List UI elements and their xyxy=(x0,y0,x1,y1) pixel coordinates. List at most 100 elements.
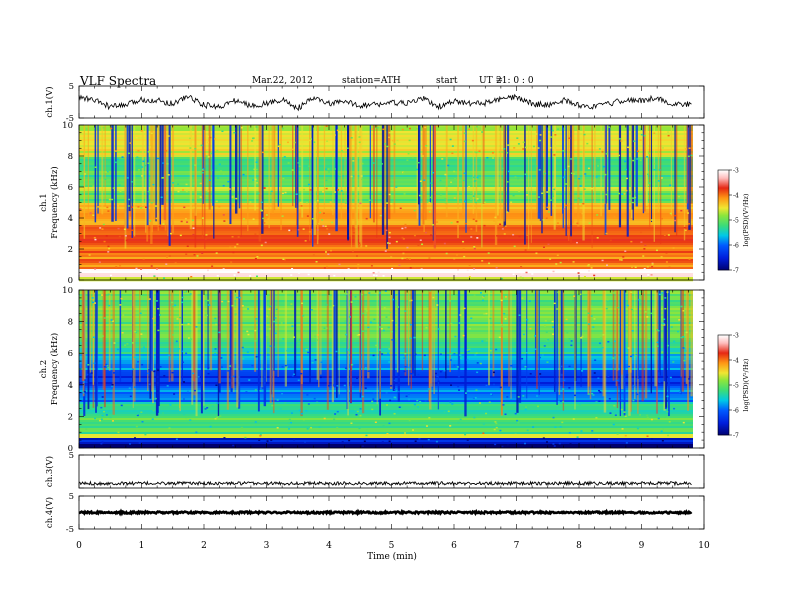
ch1-sferic xyxy=(465,125,467,233)
ch2-speckle xyxy=(314,359,317,361)
ch2-speckle xyxy=(356,334,359,336)
ch2-speckle xyxy=(288,418,291,421)
ch1-speckle xyxy=(222,214,225,216)
ch2-speckle xyxy=(592,394,595,396)
ch1-speckle xyxy=(678,195,681,198)
colorbar-cell xyxy=(718,377,729,379)
ch2-speckle xyxy=(482,423,485,425)
colorbar-cell xyxy=(718,213,729,215)
ch2-sferic xyxy=(621,290,623,375)
ch1-speckle xyxy=(660,256,663,258)
colorbar-cell xyxy=(718,231,729,233)
ch2-sferic xyxy=(663,290,667,382)
ch2-sferic xyxy=(326,290,329,410)
ch2-speckle xyxy=(183,381,186,383)
ch2-speckle xyxy=(134,408,137,410)
ch1-speckle xyxy=(214,138,217,140)
ch2-speckle xyxy=(211,405,214,407)
ch2-speckle xyxy=(110,319,113,321)
ch2-speckle xyxy=(405,395,408,398)
ch1-speckle xyxy=(311,218,314,220)
ch1-speckle xyxy=(583,133,586,136)
ch2-sferic xyxy=(238,290,241,409)
ch1-band-row xyxy=(79,213,693,216)
ch2-speckle xyxy=(183,290,186,292)
ch1-speckle xyxy=(215,200,218,203)
ch2-speckle xyxy=(623,411,626,413)
colorbar-cell xyxy=(718,360,729,362)
ch1-speckle xyxy=(183,206,186,209)
ch1-sferic xyxy=(568,125,570,241)
ch1-speckle xyxy=(601,151,604,153)
ch1-speckle xyxy=(475,126,478,128)
ch1-speckle xyxy=(372,274,375,276)
ch1-band-row xyxy=(79,253,693,256)
ch1-sferic xyxy=(643,125,646,212)
ch1-speckle xyxy=(472,195,475,197)
ch1-speckle xyxy=(468,264,471,266)
ch2-speckle xyxy=(403,357,406,359)
ch1-speckle xyxy=(194,164,197,166)
ch1-speckle xyxy=(547,243,550,246)
ch1-speckle xyxy=(209,152,212,155)
ch1-speckle xyxy=(428,202,431,204)
colorbar-cell xyxy=(718,245,729,247)
colorbar-label: log(PSD)(V²/Hz) xyxy=(742,358,750,411)
ch2-speckle xyxy=(284,402,287,404)
ch1-sferic xyxy=(536,125,538,212)
ch1-speckle xyxy=(165,150,168,152)
ut-label: UT = xyxy=(479,76,503,86)
ch1-speckle xyxy=(131,229,134,231)
ch2-speckle xyxy=(382,425,385,427)
ch1-speckle xyxy=(549,147,552,149)
ch1-sferic xyxy=(83,125,85,238)
ch2-speckle xyxy=(316,339,319,341)
ch2-band-row xyxy=(79,326,693,329)
ch1-speckle xyxy=(281,215,284,217)
ch1-speckle xyxy=(456,221,459,223)
ch1-speckle xyxy=(295,193,298,195)
ch1-speckle xyxy=(305,201,308,204)
ch1-speckle xyxy=(640,241,643,243)
ch2-band-row xyxy=(79,398,693,401)
ch1-speckle xyxy=(235,197,238,200)
ch3-waveform-line xyxy=(78,480,692,487)
ch2-speckle xyxy=(302,418,305,421)
ch1-speckle xyxy=(359,243,362,246)
ch1-band-row xyxy=(79,159,693,162)
ch1-speckle xyxy=(380,163,383,165)
ch2-band-row xyxy=(79,412,693,415)
ch2-speckle xyxy=(632,385,635,387)
colorbar-cell xyxy=(718,392,729,394)
ch2-speckle xyxy=(325,304,328,306)
ch1-speckle xyxy=(545,217,548,219)
ch1-speckle xyxy=(223,220,226,222)
ch2-speckle xyxy=(101,294,104,296)
ch2-speckle xyxy=(620,408,623,411)
ch2-speckle xyxy=(518,314,521,316)
ch2-speckle xyxy=(685,331,688,334)
colorbar-cell xyxy=(718,385,729,387)
ch1-speckle xyxy=(445,252,448,255)
ch2-band-row xyxy=(79,374,693,377)
ch1-sferic xyxy=(653,125,655,242)
ch1-sferic xyxy=(159,125,162,225)
ch1-speckle xyxy=(336,129,339,132)
colorbar-cell xyxy=(718,346,729,348)
ch1-speckle xyxy=(595,176,598,178)
ch1-speckle xyxy=(215,167,218,170)
ch2-speckle xyxy=(359,408,362,410)
ch1-speckle xyxy=(89,270,92,272)
ch1-sferic xyxy=(554,125,557,209)
ch2-speckle xyxy=(187,337,190,339)
ch2-speckle xyxy=(474,354,477,356)
ch1-band-row xyxy=(79,245,693,248)
ch2-speckle xyxy=(145,413,148,416)
ch1-sferic xyxy=(258,125,262,242)
ch1-speckle xyxy=(242,173,245,176)
ch2-speckle xyxy=(428,417,431,419)
ch1-sferic xyxy=(605,125,607,204)
ch1-speckle xyxy=(308,231,311,233)
ch1-speckle xyxy=(588,270,591,272)
ch2-band-row xyxy=(79,330,693,333)
